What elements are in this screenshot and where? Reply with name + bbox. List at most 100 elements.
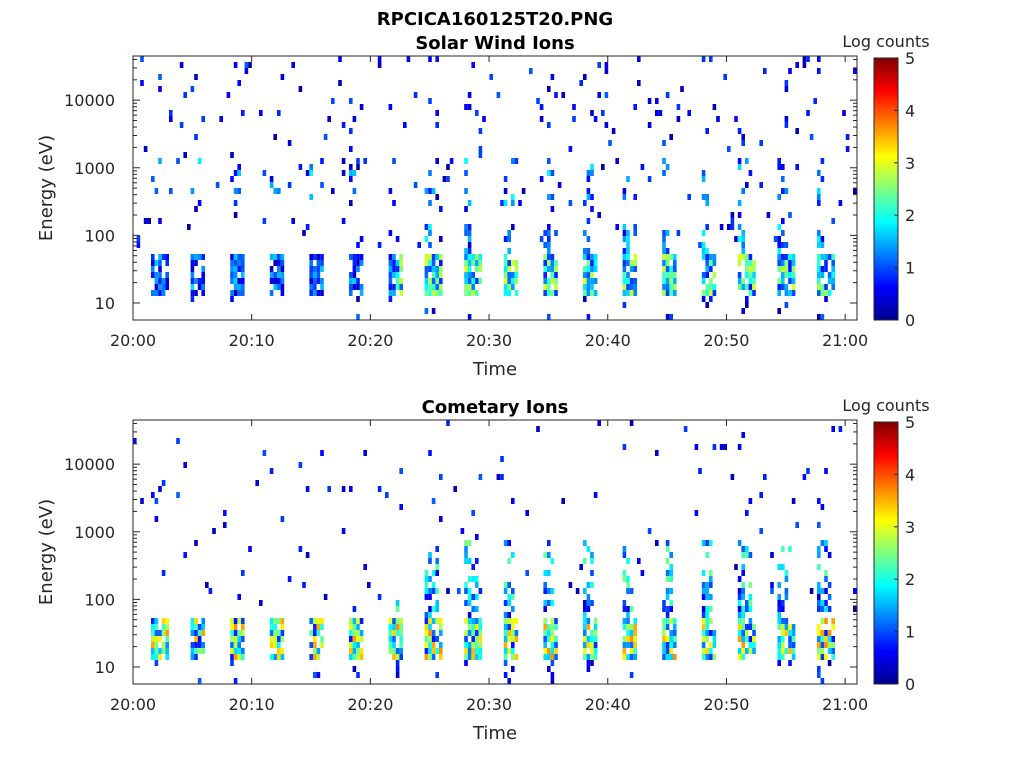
spectrogram-cell [626, 290, 630, 296]
spectrogram-cell [161, 290, 166, 296]
spectrogram-cell [503, 176, 508, 182]
spectrogram-cell [320, 278, 324, 284]
spectrogram-cell [820, 648, 825, 654]
spectrogram-cell [583, 200, 587, 206]
spectrogram-cell [597, 212, 601, 218]
spectrogram-cell [741, 134, 745, 140]
spectrogram-cell [709, 648, 713, 654]
spectrogram-cell [388, 284, 393, 290]
spectrogram-cell [673, 636, 677, 642]
spectrogram-cell [543, 624, 547, 630]
spectrogram-cell [583, 230, 587, 236]
spectrogram-cell [233, 618, 238, 624]
spectrogram-cell [280, 636, 285, 642]
spectrogram-cell [431, 272, 436, 278]
spectrogram-cell [748, 582, 753, 588]
spectrogram-cell [475, 654, 479, 660]
spectrogram-cell [543, 284, 547, 290]
spectrogram-cell [435, 158, 439, 164]
spectrogram-cell [777, 260, 781, 266]
spectrogram-cell [233, 624, 238, 630]
spectrogram-cell [669, 290, 673, 296]
spectrogram-cell [550, 660, 555, 666]
spectrogram-cell [831, 260, 835, 266]
spectrogram-cell [669, 630, 673, 636]
spectrogram-cell [428, 606, 432, 612]
spectrogram-cell [586, 636, 591, 642]
spectrogram-cell [161, 254, 166, 260]
spectrogram-cell [748, 278, 753, 284]
spectrogram-cell [392, 290, 396, 296]
spectrogram-cell [349, 624, 353, 630]
spectrogram-cell [320, 182, 324, 188]
spectrogram-cell [478, 588, 483, 594]
x-tick-label: 20:40 [585, 331, 631, 350]
spectrogram-cell [341, 486, 346, 492]
spectrogram-cell [759, 492, 763, 498]
spectrogram-cell [424, 284, 429, 290]
colorbar-tick-label: 3 [905, 154, 915, 173]
spectrogram-cell [471, 630, 475, 636]
spectrogram-cell [820, 606, 825, 612]
spectrogram-cell [583, 600, 587, 606]
spectrogram-cell [269, 618, 274, 624]
spectrogram-cell [435, 588, 439, 594]
spectrogram-cell [590, 254, 594, 260]
spectrogram-cell [554, 648, 558, 654]
spectrogram-cell [784, 290, 789, 296]
spectrogram-cell [388, 104, 393, 110]
spectrogram-cell [154, 624, 159, 630]
spectrogram-cell [428, 200, 432, 206]
axes: 20:00 20:10 20:20 20:30 20:40 20:50 21:0010100… [64, 56, 868, 350]
spectrogram-cell [262, 218, 267, 224]
spectrogram-cell [201, 116, 205, 122]
spectrogram-cell [583, 648, 587, 654]
spectrogram-cell [277, 642, 281, 648]
spectrogram-cell [784, 594, 789, 600]
spectrogram-cell [341, 122, 346, 128]
spectrogram-cell [395, 654, 400, 660]
spectrogram-cell [428, 450, 432, 456]
spectrogram-cell [467, 272, 472, 278]
spectrogram-cell [316, 624, 321, 630]
spectrogram-cell [777, 164, 781, 170]
spectrogram-cell [791, 642, 796, 648]
spectrogram-cell [572, 116, 576, 122]
spectrogram-cell [709, 254, 713, 260]
x-tick-label: 20:50 [703, 331, 749, 350]
spectrogram-cell [676, 104, 681, 110]
spectrogram-cell [428, 642, 432, 648]
spectrogram-cell [705, 272, 709, 278]
spectrogram-cell [478, 266, 483, 272]
spectrogram-cell [669, 564, 673, 570]
spectrogram-cell [737, 576, 742, 582]
spectrogram-cell [158, 158, 162, 164]
spectrogram-cell [817, 630, 821, 636]
spectrogram-cell [309, 284, 313, 290]
spectrogram-cell [377, 62, 382, 68]
spectrogram-cell [745, 284, 749, 290]
spectrogram-cell [503, 654, 508, 660]
spectrogram-cell [845, 146, 850, 152]
spectrogram-cell [464, 158, 468, 164]
spectrogram-cell [514, 618, 519, 624]
spectrogram-cell [395, 618, 400, 624]
spectrogram-cell [550, 642, 555, 648]
spectrogram-cell [277, 272, 281, 278]
spectrogram-cell [694, 510, 699, 516]
spectrogram-cell [169, 116, 173, 122]
spectrogram-cell [745, 182, 749, 188]
spectrogram-cell [752, 278, 756, 284]
spectrogram-cell [550, 558, 555, 564]
spectrogram-cell [745, 600, 749, 606]
spectrogram-cell [392, 272, 396, 278]
spectrogram-cell [273, 260, 277, 266]
spectrogram-cell [165, 260, 169, 266]
spectrogram-cell [467, 278, 472, 284]
spectrogram-cell [399, 654, 403, 660]
spectrogram-cell [467, 248, 472, 254]
spectrogram-cell [388, 624, 393, 630]
spectrogram-cell [745, 510, 749, 516]
spectrogram-cell [269, 290, 274, 296]
spectrogram-cell [781, 230, 785, 236]
